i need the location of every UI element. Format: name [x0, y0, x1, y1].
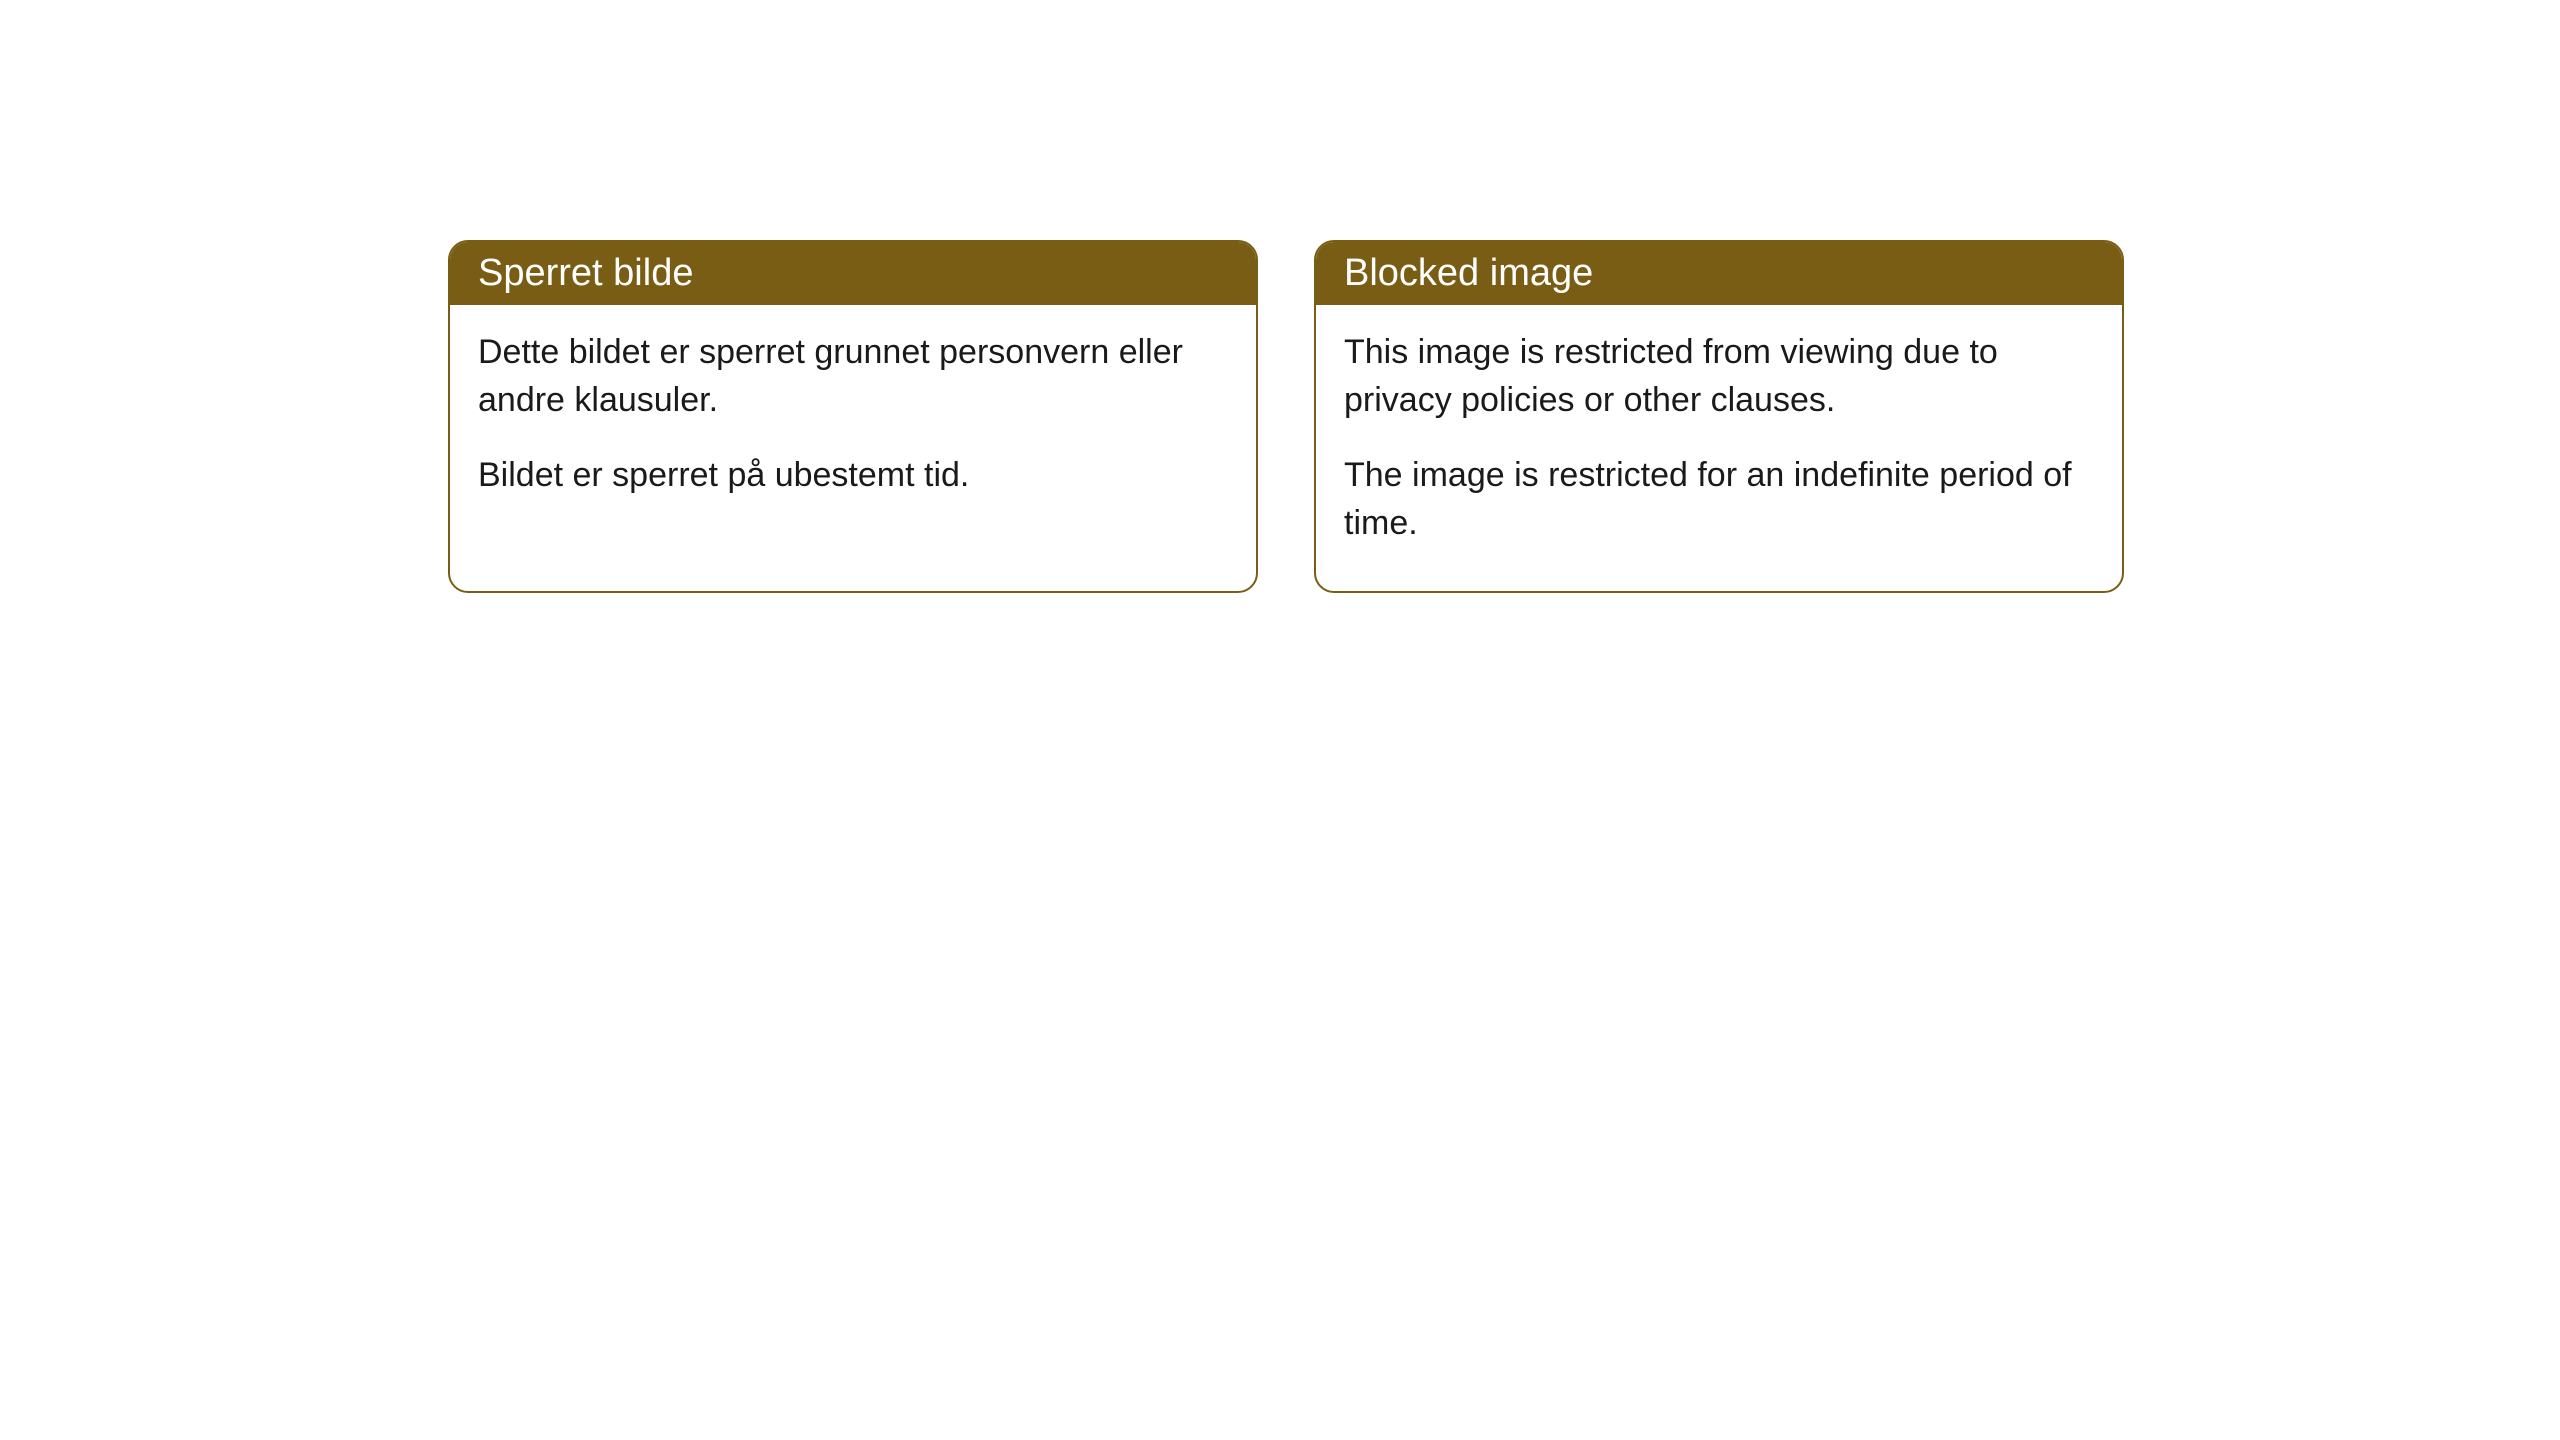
card-paragraph: The image is restricted for an indefinit… — [1344, 452, 2094, 547]
card-title: Blocked image — [1344, 252, 1593, 294]
card-body: Dette bildet er sperret grunnet personve… — [450, 305, 1256, 544]
card-paragraph: Dette bildet er sperret grunnet personve… — [478, 329, 1228, 424]
blocked-image-card-english: Blocked image This image is restricted f… — [1314, 240, 2124, 593]
card-paragraph: Bildet er sperret på ubestemt tid. — [478, 452, 1228, 500]
card-header: Blocked image — [1316, 242, 2122, 305]
card-paragraph: This image is restricted from viewing du… — [1344, 329, 2094, 424]
card-header: Sperret bilde — [450, 242, 1256, 305]
blocked-image-card-norwegian: Sperret bilde Dette bildet er sperret gr… — [448, 240, 1258, 593]
card-title: Sperret bilde — [478, 252, 693, 294]
card-body: This image is restricted from viewing du… — [1316, 305, 2122, 591]
cards-container: Sperret bilde Dette bildet er sperret gr… — [448, 240, 2124, 593]
